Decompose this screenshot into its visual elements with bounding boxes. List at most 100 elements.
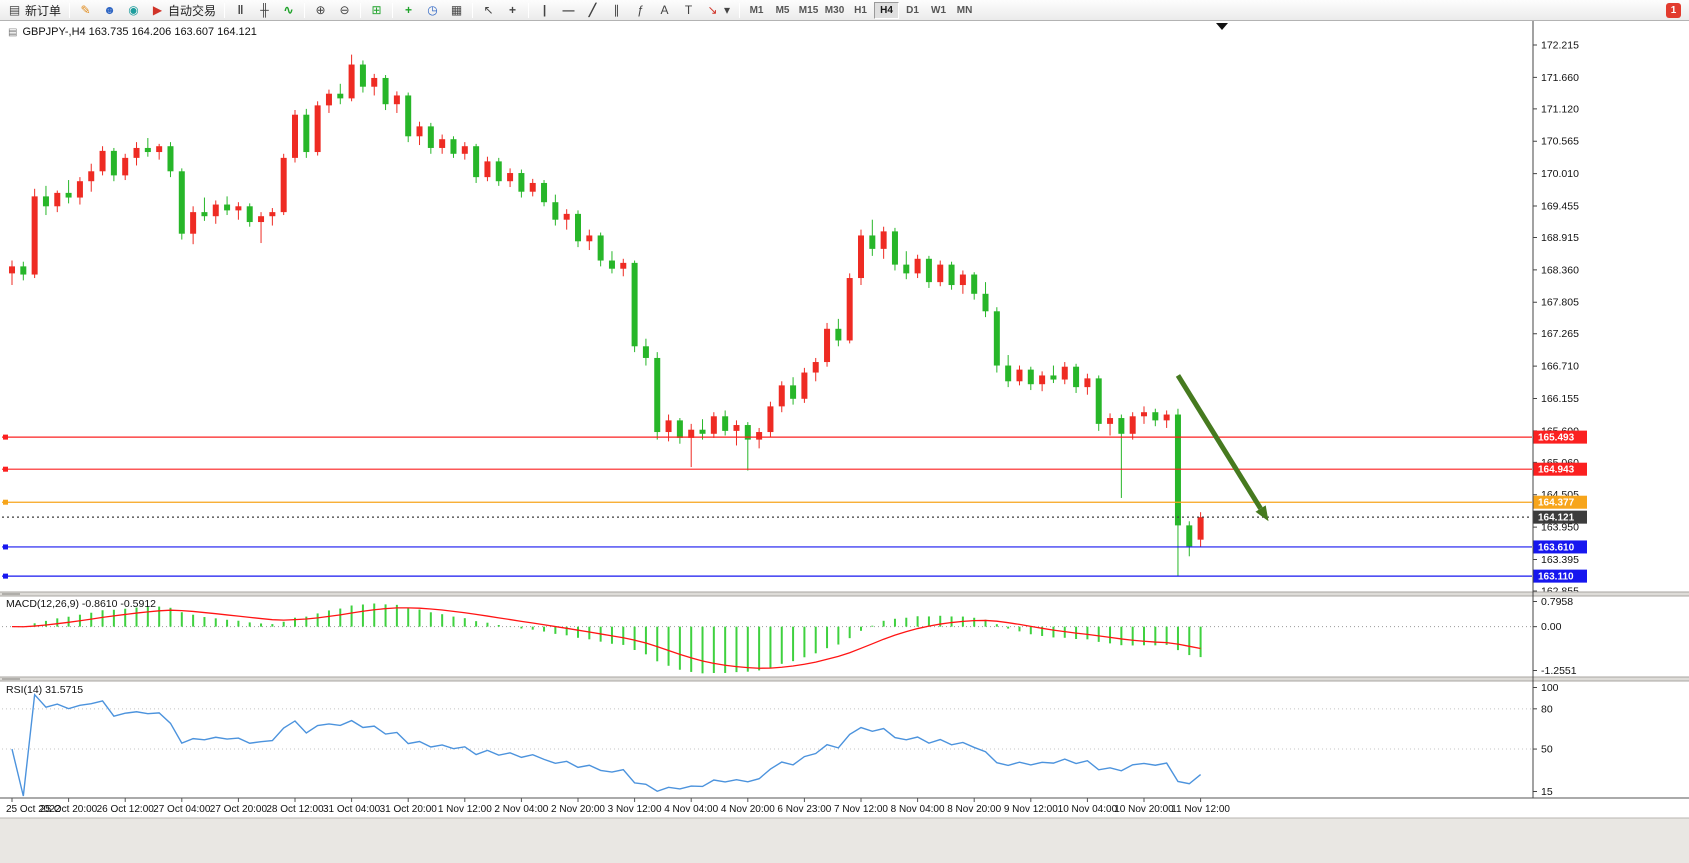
svg-text:3 Nov 12:00: 3 Nov 12:00 <box>608 804 662 815</box>
price-badge <box>1533 430 1587 444</box>
new-order-button[interactable]: ▤ 新订单 <box>3 1 65 19</box>
channel-icon: ∥ <box>613 3 620 17</box>
profiles-button[interactable]: ☻ <box>98 1 121 19</box>
cursor-icon: ↖ <box>483 3 494 17</box>
text-button[interactable]: A <box>653 1 676 19</box>
line-anchor[interactable] <box>3 434 8 440</box>
svg-text:6 Nov 23:00: 6 Nov 23:00 <box>777 804 831 815</box>
svg-text:25 Oct 2022: 25 Oct 2022 <box>6 804 61 815</box>
macd-indicator-label: MACD(12,26,9) -0.8610 -0.5912 <box>6 598 156 610</box>
svg-text:80: 80 <box>1541 703 1553 715</box>
arrows-button[interactable]: ↘ ▾ <box>701 1 735 19</box>
svg-text:169.455: 169.455 <box>1541 200 1579 212</box>
zoom-in-button[interactable]: ⊕ <box>309 1 332 19</box>
templates-button[interactable]: ▦ <box>445 1 468 19</box>
svg-text:10 Nov 04:00: 10 Nov 04:00 <box>1058 804 1118 815</box>
macd-signal-line <box>11 607 1201 669</box>
timeframe-w1-button[interactable]: W1 <box>931 4 947 16</box>
channel-button[interactable]: ∥ <box>605 1 628 19</box>
timeframe-m30-button[interactable]: M30 <box>824 4 845 16</box>
text-icon: A <box>660 3 669 17</box>
tile-windows-icon: ⊞ <box>371 3 382 17</box>
timeframe-mn-button[interactable]: MN <box>956 4 973 16</box>
timeframe-m15-button[interactable]: M15 <box>798 4 819 16</box>
svg-text:167.265: 167.265 <box>1541 328 1579 340</box>
timeframe-h1-button[interactable]: H1 <box>854 4 867 16</box>
toolbar-separator <box>472 2 474 18</box>
svg-text:163.610: 163.610 <box>1538 542 1575 553</box>
metaeditor-button[interactable]: ✎ <box>74 1 97 19</box>
terminal-icon: ◉ <box>128 3 139 17</box>
toolbar-separator <box>224 2 226 18</box>
line-anchor[interactable] <box>3 573 8 579</box>
trendline-icon: ╱ <box>588 3 597 17</box>
periods-icon: ◷ <box>427 3 438 17</box>
svg-text:172.215: 172.215 <box>1541 40 1579 52</box>
zoom-in-icon: ⊕ <box>315 3 326 17</box>
svg-text:28 Oct 12:00: 28 Oct 12:00 <box>266 804 324 815</box>
vertical-line-button[interactable]: | <box>533 1 556 19</box>
toolbar-separator <box>360 2 362 18</box>
panel-splitter[interactable] <box>0 677 1689 681</box>
fibonacci-button[interactable]: ƒ <box>629 1 652 19</box>
toolbar-separator <box>304 2 306 18</box>
chart-title-text: GBPJPY-,H4 163.735 164.206 163.607 164.1… <box>22 26 257 38</box>
window-background <box>0 818 1689 863</box>
timeframe-m1-button[interactable]: M1 <box>749 4 764 16</box>
tile-windows-button[interactable]: ⊞ <box>365 1 388 19</box>
panel-splitter[interactable] <box>0 592 1689 596</box>
svg-text:31 Oct 20:00: 31 Oct 20:00 <box>380 804 438 815</box>
price-badge <box>1533 510 1587 524</box>
svg-text:2 Nov 04:00: 2 Nov 04:00 <box>494 804 548 815</box>
crosshair-button[interactable]: + <box>501 1 524 19</box>
svg-text:7 Nov 12:00: 7 Nov 12:00 <box>834 804 888 815</box>
profiles-icon: ☻ <box>103 3 116 17</box>
svg-text:171.120: 171.120 <box>1541 103 1579 115</box>
line-chart-button[interactable]: ∿ <box>277 1 300 19</box>
metaeditor-icon: ✎ <box>80 3 91 17</box>
text-label-button[interactable]: T <box>677 1 700 19</box>
notification-badge[interactable]: 1 <box>1666 2 1681 18</box>
timeframe-m5-button[interactable]: M5 <box>775 4 790 16</box>
line-anchor[interactable] <box>3 499 8 505</box>
main-toolbar: ▤ 新订单 ✎ ☻ ◉ ▶ 自动交易 ‖ ╫ ∿ ⊕ ⊖ ⊞ + ◷ ▦ ↖ +… <box>0 0 1689 21</box>
svg-text:15: 15 <box>1541 786 1553 798</box>
svg-text:163.110: 163.110 <box>1538 572 1574 583</box>
new-order-icon: ▤ <box>8 3 21 17</box>
trend-arrow-head[interactable] <box>1255 505 1269 522</box>
indicators-icon: + <box>405 3 413 17</box>
terminal-button[interactable]: ◉ <box>122 1 145 19</box>
rsi-indicator-label: RSI(14) 31.5715 <box>6 684 84 696</box>
indicators-button[interactable]: + <box>397 1 420 19</box>
toolbar-separator <box>739 2 741 18</box>
svg-text:8 Nov 20:00: 8 Nov 20:00 <box>947 804 1001 815</box>
bar-chart-button[interactable]: ‖ <box>229 1 252 19</box>
zoom-out-icon: ⊖ <box>339 3 350 17</box>
timeframe-h4-button[interactable]: H4 <box>874 1 900 19</box>
autotrading-button[interactable]: ▶ 自动交易 <box>146 1 220 19</box>
chart-title: ▤ GBPJPY-,H4 163.735 164.206 163.607 164… <box>8 26 257 38</box>
zoom-out-button[interactable]: ⊖ <box>333 1 356 19</box>
svg-text:27 Oct 04:00: 27 Oct 04:00 <box>153 804 211 815</box>
periods-button[interactable]: ◷ <box>421 1 444 19</box>
svg-text:-1.2551: -1.2551 <box>1541 665 1577 677</box>
candlestick-chart-button[interactable]: ╫ <box>253 1 276 19</box>
svg-text:171.660: 171.660 <box>1541 72 1579 84</box>
text-label-icon: T <box>684 3 693 17</box>
svg-text:164.943: 164.943 <box>1538 465 1575 476</box>
trend-arrow[interactable] <box>1175 374 1263 510</box>
chart-shift-marker[interactable] <box>1216 23 1228 30</box>
horizontal-line-button[interactable]: — <box>557 1 580 19</box>
autotrading-label: 自动交易 <box>168 3 217 18</box>
svg-text:168.915: 168.915 <box>1541 232 1579 244</box>
cursor-button[interactable]: ↖ <box>477 1 500 19</box>
svg-text:9 Nov 12:00: 9 Nov 12:00 <box>1004 804 1058 815</box>
trendline-button[interactable]: ╱ <box>581 1 604 19</box>
line-anchor[interactable] <box>3 544 8 550</box>
timeframe-d1-button[interactable]: D1 <box>906 4 919 16</box>
candlestick-chart-icon: ╫ <box>260 3 269 17</box>
fibonacci-icon: ƒ <box>637 3 644 17</box>
svg-text:2 Nov 20:00: 2 Nov 20:00 <box>551 804 605 815</box>
line-anchor[interactable] <box>3 466 8 472</box>
